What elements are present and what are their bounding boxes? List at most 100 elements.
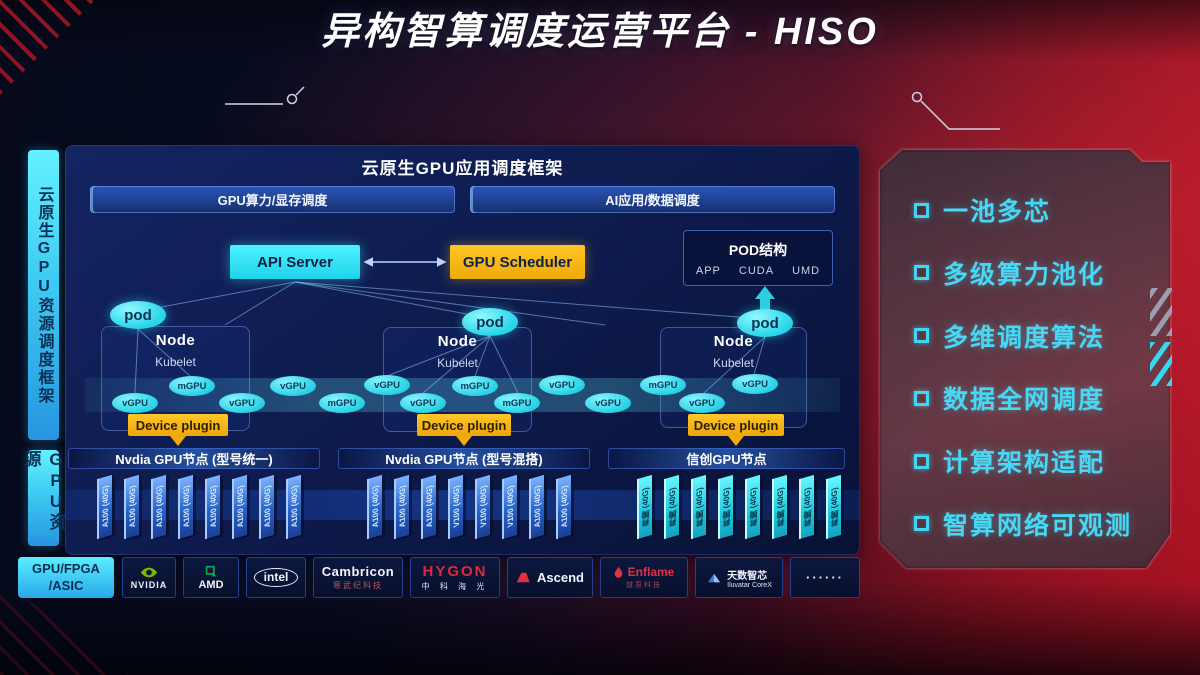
node-label: Node [437,333,478,350]
vendor-subtitle: Iluvatar CoreX [727,581,772,589]
feature-label: 多级算力池化 [943,260,1106,289]
gpu-card: A100 (40G) [286,474,301,540]
square-bullet-icon [914,390,929,406]
vendor-box-nvidia: NVIDIA [122,557,176,598]
nvidia-logo-icon [140,567,158,577]
vendor-subtitle: 中 科 海 光 [421,582,489,591]
pod-structure-items: APP CUDA UMD [696,265,820,277]
feature-item: 多维调度算法 [914,318,1170,354]
mgpu-ellipse: mGPU [640,375,686,395]
gpu-card: 昇腾 (40G) [745,474,760,540]
mgpu-ellipse: mGPU [494,393,540,413]
vendor-box-hygon: HYGON 中 科 海 光 [410,557,500,598]
gpu-card: A100 (40G) [556,474,571,540]
gpu-card: 昇腾 (40G) [826,474,841,540]
feature-label: 一池多芯 [943,198,1052,226]
vendor-box-cambricon: Cambricon 寒武纪科技 [313,557,403,598]
vgpu-ellipse: vGPU [732,374,778,394]
kubelet-label: Kubelet [437,356,478,370]
feature-item: 数据全网调度 [914,380,1170,416]
vendor-box-intel: intel [246,557,306,598]
node-group-bar-mixed: Nvdia GPU节点 (型号混搭) [338,448,590,469]
vgpu-ellipse: vGPU [585,393,631,413]
gpu-card: A100 (40G) [394,474,409,540]
feature-label: 计算架构适配 [943,449,1106,478]
gpu-card: A100 (40G) [97,474,112,540]
vgpu-ellipse: vGPU [539,375,585,395]
gpu-card: V100 (40G) [475,474,490,540]
gpu-card: A100 (40G) [205,474,220,540]
gpu-card: 昇腾 (40G) [691,474,706,540]
vendor-name: Cambricon [321,564,395,579]
gpu-card: A100 (40G) [529,474,544,540]
vgpu-ellipse: vGPU [364,375,410,395]
gpu-card: V100 (40G) [502,474,517,540]
vendor-box-enflame: Enflame 燧原科技 [600,557,688,598]
feature-label: 数据全网调度 [943,386,1106,415]
gpu-card: 昇腾 (40G) [799,474,814,540]
pod-structure-box: POD结构 APP CUDA UMD [683,230,833,286]
gpu-card: V100 (40G) [448,474,463,540]
gpu-scheduler-box: GPU Scheduler [450,245,585,279]
gpu-card: 昇腾 (40G) [664,474,679,540]
api-server-box: API Server [230,245,360,279]
page-title: 异构智算调度运营平台 - HISO [321,11,879,53]
node-group-bar-uniform: Nvdia GPU节点 (型号统一) [68,448,320,469]
mgpu-ellipse: mGPU [319,393,365,413]
intel-logo-icon: intel [253,568,299,587]
vendor-name: AMD [198,578,224,591]
square-bullet-icon [914,265,929,281]
vendor-name: Enflame [627,565,675,579]
node-label: Node [155,332,196,349]
sidebar-gpu-resource-label: GPU资源 [22,450,66,546]
iluvatar-logo-icon [708,573,721,582]
vendor-subtitle: 燧原科技 [626,582,662,589]
features-panel: 一池多芯 多级算力池化 多维调度算法 数据全网调度 计算架构适配 [880,150,1170,568]
vendor-name: HYGON [422,563,488,580]
amd-logo-icon [205,565,216,576]
gpu-card: A100 (40G) [232,474,247,540]
gpu-card: 昇腾 (40G) [772,474,787,540]
square-bullet-icon [914,202,929,218]
feature-item: 智算网络可观测 [914,506,1170,542]
vendor-box-ascend: Ascend [507,557,593,598]
hatch-decoration-cyan [1150,342,1172,386]
vendor-name: 天数智芯 [727,570,768,582]
square-bullet-icon [914,328,929,344]
device-plugin-box-2: Device plugin [417,414,511,446]
vendor-box-amd: AMD [183,557,239,598]
vgpu-ellipse: vGPU [679,393,725,413]
vgpu-ellipse: vGPU [112,393,158,413]
gpu-card-group-1: A100 (40G) A100 (40G) A100 (40G) A100 (40G)… [97,474,301,540]
main-diagram-panel: 云原生GPU应用调度框架 GPU算力/显存调度 AI应用/数据调度 API Se… [65,145,860,555]
vgpu-ellipse: vGPU [270,376,316,396]
vendor-box-iluvatar: 天数智芯 Iluvatar CoreX [695,557,783,598]
vendor-box-others: ······ [790,557,860,598]
feature-item: 计算架构适配 [914,443,1170,479]
gpu-card: A100 (40G) [421,474,436,540]
feature-label: 多维调度算法 [943,323,1106,352]
gpu-card: A100 (40G) [178,474,193,540]
feature-label: 智算网络可观测 [943,511,1133,540]
chip-types-line2: /ASIC [48,577,84,593]
mgpu-ellipse: mGPU [452,376,498,396]
pod-structure-item: UMD [792,264,821,277]
pod-structure-item: CUDA [738,264,775,277]
gpu-compute-sched-bar: GPU算力/显存调度 [90,186,455,213]
gpu-card: 昇腾 (40G) [718,474,733,540]
gpu-card-group-2: A100 (40G) A100 (40G) A100 (40G) V100 (40G)… [367,474,571,540]
gpu-card: A100 (40G) [151,474,166,540]
pod-ellipse-2: pod [462,308,518,336]
pod-structure-item: APP [695,264,721,277]
gpu-card: 昇腾 (40G) [637,474,652,540]
vgpu-ellipse: vGPU [219,393,265,413]
chip-types-line1: GPU/FPGA [32,561,100,577]
gpu-card: A100 (40G) [124,474,139,540]
ascend-logo-icon [516,572,530,583]
vendor-logo-row: NVIDIA AMD intel Cambricon 寒武纪科技 HYGON 中… [122,557,860,598]
hatch-decoration-gray [1150,288,1172,336]
gpu-card: A100 (40G) [367,474,382,540]
chip-types-box: GPU/FPGA /ASIC [18,557,114,598]
vgpu-ellipse: vGPU [400,393,446,413]
